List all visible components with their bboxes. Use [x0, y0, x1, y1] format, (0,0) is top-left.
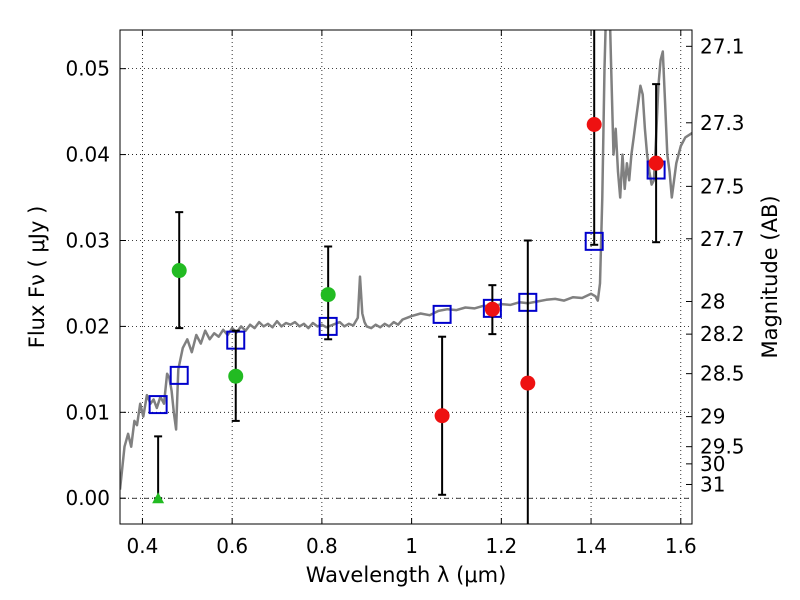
- x-tick-label: 1.6: [665, 534, 697, 558]
- axis-ticks: 0.4 0.6 0.8 1 1.2 1.4 1.6 0.00 0.01 0.02 0.03 0.04 0…: [65, 30, 745, 558]
- data-marks: [148, 30, 666, 524]
- observed-flux-point: [228, 368, 244, 384]
- mag-tick-label: 29: [700, 405, 725, 429]
- mag-tick-label: 27.3: [700, 111, 745, 135]
- mag-tick-label: 27.1: [700, 34, 745, 58]
- x-tick-label: 1.2: [485, 534, 517, 558]
- observed-flux-point: [484, 301, 500, 317]
- mag-tick-label: 28: [700, 289, 725, 313]
- observed-flux-point: [520, 375, 536, 391]
- mag-tick-label: 28.2: [700, 322, 745, 346]
- observed-flux-point: [171, 263, 187, 279]
- model-flux-square: [169, 365, 189, 385]
- observed-flux-point: [586, 117, 602, 133]
- y-tick-label: 0.01: [65, 400, 110, 424]
- mag-tick-label: 27.7: [700, 227, 745, 251]
- y-tick-label: 0.03: [65, 228, 110, 252]
- mag-tick-label: 27.5: [700, 174, 745, 198]
- model-flux-square: [148, 395, 168, 415]
- mag-tick-label: 30: [700, 452, 725, 476]
- x-tick-label: 0.8: [306, 534, 338, 558]
- x-tick-label: 0.4: [127, 534, 159, 558]
- y-tick-label: 0.02: [65, 314, 110, 338]
- observed-flux-point: [648, 155, 664, 171]
- observed-flux-point: [320, 287, 336, 303]
- observed-flux-point: [434, 408, 450, 424]
- y-tick-label: 0.00: [65, 486, 110, 510]
- plot-frame: [119, 29, 693, 525]
- upper-limit-triangle: [152, 492, 165, 504]
- x-tick-label: 1: [405, 534, 418, 558]
- y-axis-label: Flux Fν ( μJy ): [25, 206, 49, 349]
- x-tick-label: 0.6: [216, 534, 248, 558]
- mag-tick-label: 29.5: [700, 435, 745, 459]
- y-tick-label: 0.05: [65, 57, 110, 81]
- model-spectrum-line: [120, 30, 692, 490]
- y2-axis-label: Magnitude (AB): [758, 195, 782, 358]
- mag-tick-label: 31: [700, 472, 725, 496]
- y-tick-label: 0.04: [65, 143, 110, 167]
- model-flux-square: [432, 304, 452, 324]
- mag-tick-label: 28.5: [700, 362, 745, 386]
- x-axis-label: Wavelength λ (μm): [306, 563, 507, 587]
- plot-background: [120, 30, 692, 524]
- x-tick-label: 1.4: [575, 534, 607, 558]
